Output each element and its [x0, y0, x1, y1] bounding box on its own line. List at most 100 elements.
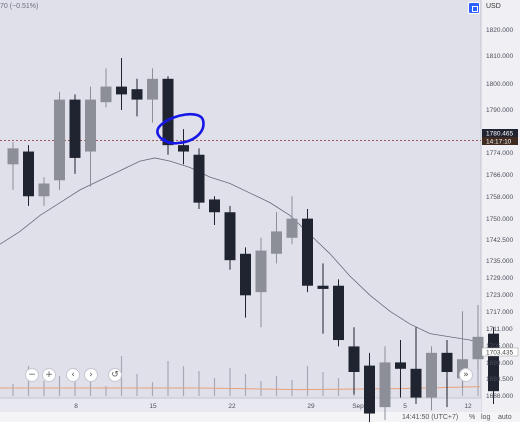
candle-body — [193, 154, 205, 203]
current-price-tag — [482, 129, 518, 137]
candle[interactable] — [488, 327, 499, 404]
candle-body — [23, 151, 34, 197]
price-label: 1742.500 — [486, 237, 513, 244]
candle-body — [116, 86, 127, 95]
candle-body — [131, 89, 143, 100]
candle-body — [7, 148, 19, 165]
time-label: Sep — [352, 403, 364, 410]
candle[interactable] — [193, 148, 205, 210]
candle[interactable] — [54, 91, 65, 190]
candle[interactable] — [178, 129, 189, 165]
candle[interactable] — [317, 263, 329, 334]
candle-body — [472, 336, 484, 360]
candle[interactable] — [472, 304, 484, 369]
candle-body — [302, 218, 313, 286]
candle[interactable] — [69, 94, 81, 174]
hand-drawn-annotation — [156, 112, 205, 145]
price-axis-labels: 1820.000 1810.000 1800.000 1790.000 1774.000… — [486, 27, 513, 400]
price-label: 1729.000 — [486, 275, 513, 282]
candle[interactable] — [395, 340, 406, 398]
candle[interactable] — [410, 327, 422, 404]
candle[interactable] — [333, 279, 344, 347]
percent-toggle[interactable]: % — [469, 414, 476, 421]
candle-body — [379, 362, 391, 408]
candle[interactable] — [426, 346, 437, 411]
candle[interactable] — [255, 237, 267, 328]
candle-body — [348, 346, 360, 372]
candle[interactable] — [441, 340, 453, 408]
candle-body — [333, 285, 344, 341]
candle[interactable] — [209, 196, 220, 226]
currency-selector[interactable]: USD — [486, 3, 501, 10]
candle[interactable] — [147, 68, 158, 123]
candle-body — [224, 212, 236, 261]
time-label: 8 — [74, 403, 78, 410]
price-label: 1717.000 — [486, 309, 513, 316]
time-axis-panel[interactable] — [0, 398, 481, 412]
candle-body — [54, 99, 65, 181]
price-label: 1693.500 — [486, 376, 513, 383]
candle-body — [85, 99, 96, 152]
zoom-in-button[interactable]: + — [42, 368, 56, 382]
price-label: 1750.000 — [486, 216, 513, 223]
price-label: 1699.000 — [486, 360, 513, 367]
zoom-out-button[interactable]: − — [25, 368, 39, 382]
scroll-left-button[interactable]: ‹ — [66, 368, 80, 382]
candle[interactable] — [348, 327, 360, 395]
scroll-to-realtime-button[interactable]: » — [459, 368, 473, 382]
candle-body — [209, 199, 220, 213]
countdown-value: 14:17:10 — [486, 139, 512, 146]
ma-value: 1703.435 — [486, 350, 513, 357]
candle[interactable] — [100, 68, 112, 108]
candle-body — [271, 231, 282, 254]
price-axis-panel[interactable] — [481, 0, 520, 412]
candle[interactable] — [23, 145, 34, 206]
candle[interactable] — [7, 141, 19, 190]
candle[interactable] — [131, 78, 143, 117]
log-toggle[interactable]: log — [481, 414, 491, 421]
reset-chart-button[interactable]: ↺ — [108, 368, 122, 382]
candle[interactable] — [364, 352, 375, 422]
price-label: 1774.000 — [486, 150, 513, 157]
candle-body — [395, 362, 406, 369]
candle[interactable] — [240, 247, 251, 318]
price-label: 1820.000 — [486, 27, 513, 34]
time-label: 29 — [307, 403, 315, 410]
time-label: 12 — [464, 403, 472, 410]
candle-body — [364, 365, 375, 414]
price-label: 1766.000 — [486, 172, 513, 179]
price-label: 1790.000 — [486, 107, 513, 114]
candle[interactable] — [85, 86, 96, 187]
candle-body — [38, 183, 50, 197]
price-label: 1723.000 — [486, 292, 513, 299]
candle-body — [317, 285, 329, 289]
candle[interactable] — [116, 58, 127, 110]
candle[interactable] — [286, 196, 298, 245]
candle[interactable] — [379, 346, 391, 420]
status-time[interactable]: 14:41:50 (UTC+7) — [402, 414, 459, 421]
candle[interactable] — [38, 177, 50, 206]
current-price-value: 1780.465 — [486, 131, 513, 138]
candle-body — [178, 145, 189, 152]
candle-body — [255, 250, 267, 293]
candle-body — [240, 253, 251, 296]
candle-body — [488, 333, 499, 392]
price-label: 1758.000 — [486, 194, 513, 201]
auto-toggle[interactable]: auto — [498, 414, 512, 421]
candle[interactable] — [224, 205, 236, 270]
price-label: 1705.000 — [486, 343, 513, 350]
price-label: 1800.000 — [486, 81, 513, 88]
price-label: 1735.000 — [486, 258, 513, 265]
candle-body — [100, 86, 112, 103]
sync-icon[interactable] — [468, 2, 480, 14]
price-label: 1810.000 — [486, 53, 513, 60]
price-label: 1688.000 — [486, 393, 513, 400]
candle[interactable] — [302, 209, 313, 293]
candle-body — [441, 352, 453, 372]
candles[interactable] — [7, 58, 500, 422]
candle[interactable] — [271, 212, 282, 264]
scroll-right-button[interactable]: › — [84, 368, 98, 382]
candle-body — [426, 352, 437, 398]
